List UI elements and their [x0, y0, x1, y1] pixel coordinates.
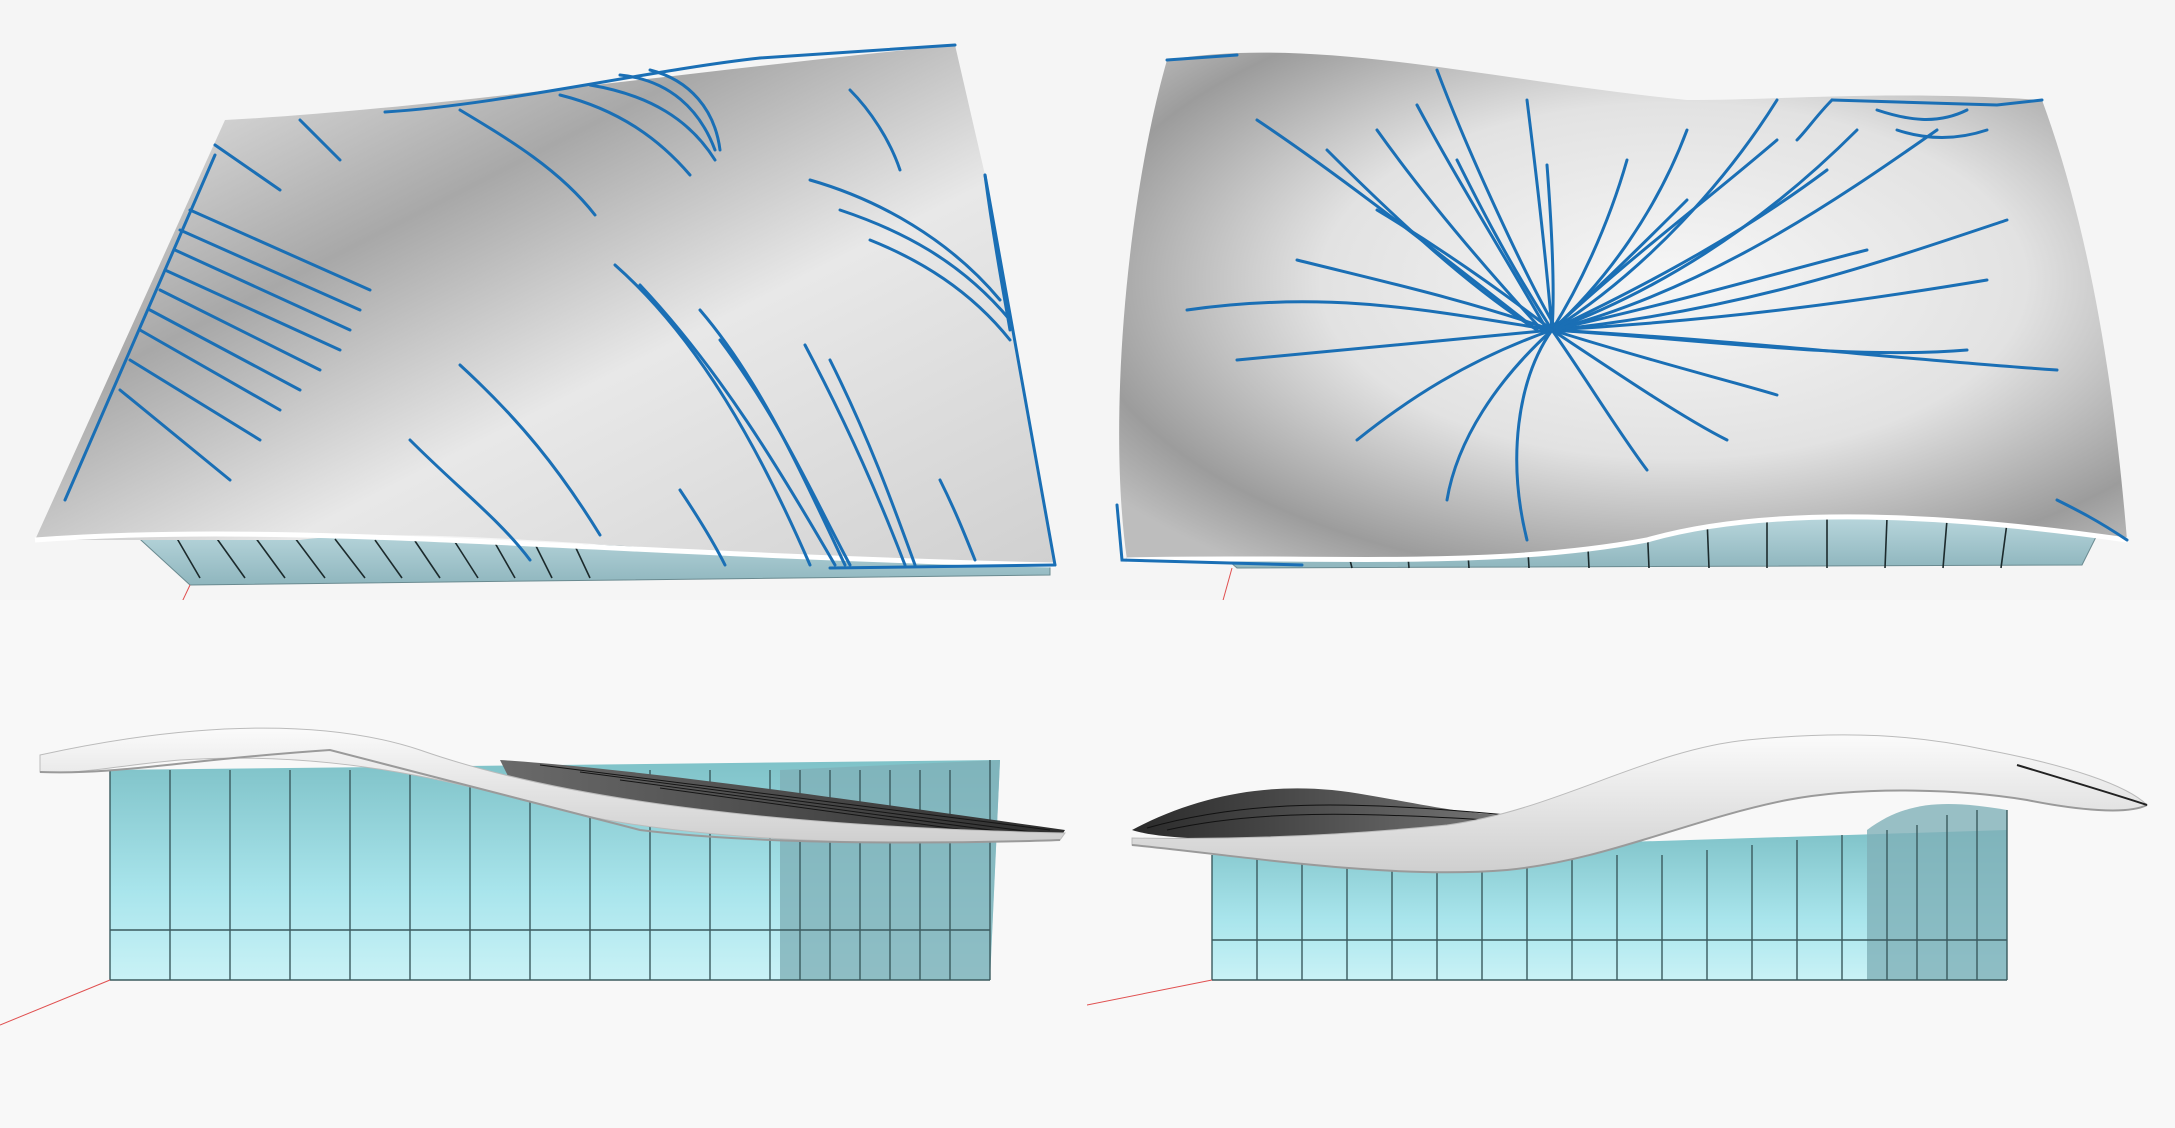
- streamlines: [1115, 53, 2129, 567]
- axis-line: [1222, 567, 1233, 600]
- facade-mullions: [1211, 810, 2008, 981]
- facade-mullions: [174, 534, 591, 579]
- axis-line: [0, 979, 111, 1026]
- streamlines: [63, 43, 1057, 570]
- axis-line: [182, 584, 191, 600]
- roof-view-top-right: [1115, 52, 2129, 600]
- roof-surface: [35, 45, 1055, 566]
- axis-line: [1087, 979, 1213, 1006]
- panel-bottom-right-elevation: [1087, 600, 2175, 1128]
- roof-view-top-left: [34, 43, 1057, 600]
- panel-top-right-roof-streamlines: [1087, 0, 2175, 600]
- panel-top-left-roof-streamlines: [0, 0, 1087, 600]
- elevation-view-bottom-left: [0, 727, 1066, 1026]
- glass-side: [1867, 804, 2007, 980]
- elevation-view-bottom-right: [1087, 734, 2148, 1006]
- panel-bottom-left-elevation: [0, 600, 1087, 1128]
